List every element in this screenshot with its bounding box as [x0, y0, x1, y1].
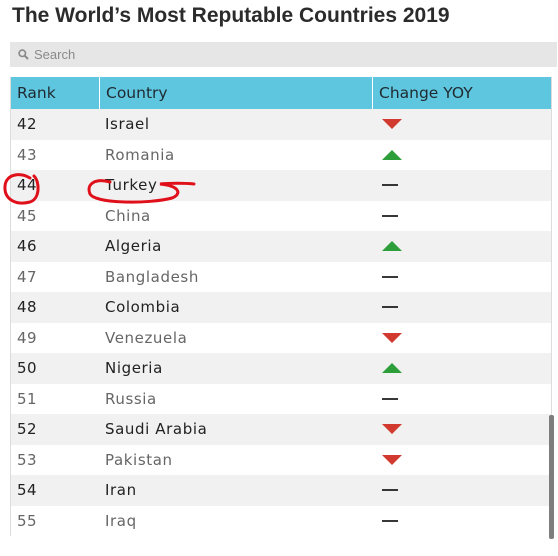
- scrollbar-thumb[interactable]: [549, 415, 554, 539]
- table-row: 48 Colombia: [11, 292, 551, 323]
- change-cell: [372, 384, 551, 415]
- search-input[interactable]: Search: [10, 42, 557, 67]
- table-row: 44 Turkey: [11, 170, 551, 201]
- table-body: 42 Israel 43 Romania 44 Turkey 45 China 46 Algeri…: [11, 109, 551, 536]
- dash-icon: [382, 397, 398, 400]
- rank-cell: 44: [17, 176, 37, 195]
- country-cell: Colombia: [105, 298, 181, 317]
- dash-icon: [382, 214, 398, 217]
- dash-icon: [382, 306, 398, 309]
- table-row: 42 Israel: [11, 109, 551, 140]
- triangle-up-icon: [382, 241, 402, 252]
- country-cell: Israel: [105, 115, 150, 134]
- country-cell: Iraq: [105, 511, 137, 530]
- table-row: 45 China: [11, 200, 551, 232]
- dash-icon: [382, 489, 398, 492]
- table-header: Rank Country Change YOY: [11, 77, 551, 109]
- change-cell: [372, 506, 551, 537]
- country-cell: Venezuela: [105, 328, 188, 347]
- rank-cell: 47: [17, 267, 37, 286]
- change-cell: [372, 201, 551, 232]
- triangle-up-icon: [382, 363, 402, 374]
- table-row: 50 Nigeria: [11, 353, 551, 384]
- table-row: 46 Algeria: [11, 231, 551, 262]
- table-row: 52 Saudi Arabia: [11, 414, 551, 445]
- rank-cell: 43: [17, 145, 37, 164]
- table-row: 53 Pakistan: [11, 444, 551, 476]
- header-change-yoy[interactable]: Change YOY: [372, 77, 551, 109]
- country-cell: China: [105, 206, 151, 225]
- header-country[interactable]: Country: [99, 77, 372, 109]
- rank-cell: 42: [17, 115, 37, 134]
- rank-cell: 54: [17, 481, 37, 500]
- triangle-down-icon: [382, 454, 402, 465]
- page-title: The World’s Most Reputable Countries 201…: [12, 4, 450, 27]
- change-cell: [372, 445, 551, 476]
- country-cell: Iran: [105, 481, 137, 500]
- rank-cell: 49: [17, 328, 37, 347]
- table-row: 43 Romania: [11, 139, 551, 171]
- change-cell: [372, 170, 551, 201]
- country-cell: Algeria: [105, 237, 162, 256]
- table-row: 47 Bangladesh: [11, 261, 551, 293]
- table-row: 51 Russia: [11, 383, 551, 415]
- rank-cell: 46: [17, 237, 37, 256]
- header-rank[interactable]: Rank: [17, 84, 56, 102]
- rank-cell: 50: [17, 359, 37, 378]
- change-cell: [372, 262, 551, 293]
- table-row: 55 Iraq: [11, 505, 551, 537]
- rankings-table: Rank Country Change YOY 42 Israel 43 Romani…: [10, 77, 552, 536]
- country-cell: Romania: [105, 145, 175, 164]
- triangle-up-icon: [382, 149, 402, 160]
- dash-icon: [382, 519, 398, 522]
- rank-cell: 45: [17, 206, 37, 225]
- change-cell: [372, 109, 551, 140]
- dash-icon: [382, 184, 398, 187]
- change-cell: [372, 292, 551, 323]
- search-placeholder: Search: [34, 47, 76, 62]
- table-row: 49 Venezuela: [11, 322, 551, 354]
- search-icon: [18, 49, 29, 60]
- country-cell: Turkey: [105, 176, 158, 195]
- rank-cell: 51: [17, 389, 37, 408]
- rank-cell: 48: [17, 298, 37, 317]
- country-cell: Bangladesh: [105, 267, 199, 286]
- country-cell: Russia: [105, 389, 157, 408]
- change-cell: [372, 353, 551, 384]
- change-cell: [372, 323, 551, 354]
- rank-cell: 53: [17, 450, 37, 469]
- table-row: 54 Iran: [11, 475, 551, 506]
- triangle-down-icon: [382, 119, 402, 130]
- rank-cell: 55: [17, 511, 37, 530]
- country-cell: Pakistan: [105, 450, 173, 469]
- rank-cell: 52: [17, 420, 37, 439]
- country-cell: Nigeria: [105, 359, 163, 378]
- change-cell: [372, 231, 551, 262]
- change-cell: [372, 140, 551, 171]
- triangle-down-icon: [382, 424, 402, 435]
- change-cell: [372, 475, 551, 506]
- change-cell: [372, 414, 551, 445]
- country-cell: Saudi Arabia: [105, 420, 208, 439]
- dash-icon: [382, 275, 398, 278]
- triangle-down-icon: [382, 332, 402, 343]
